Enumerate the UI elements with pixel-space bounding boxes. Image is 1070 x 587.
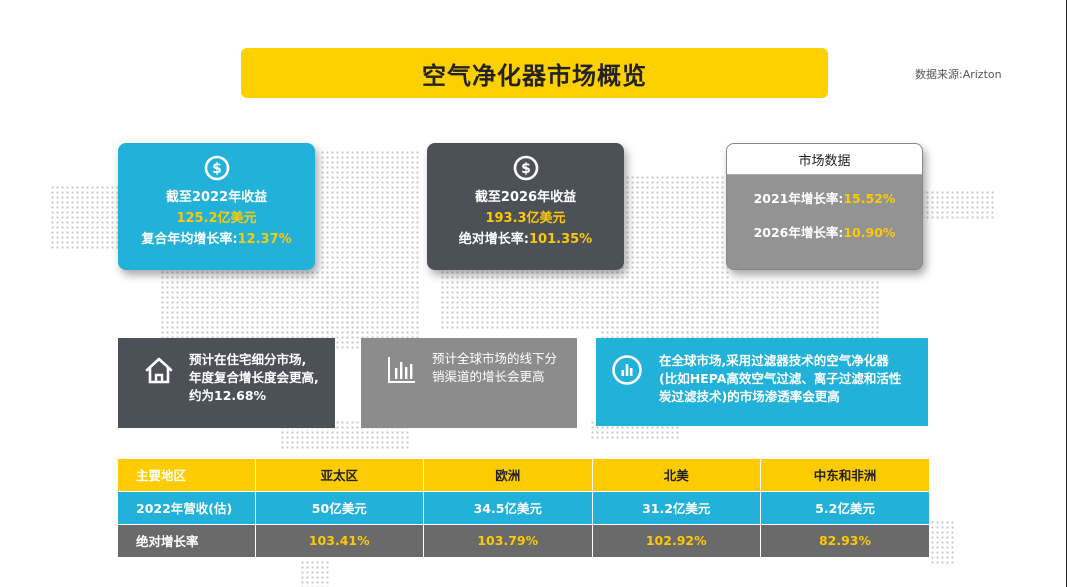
data-source: 数据来源:Arizton (915, 68, 1002, 81)
table-cell: 82.93% (760, 523, 929, 557)
svg-text:$: $ (521, 161, 531, 177)
table-cell: 2022年营收(估) (118, 490, 255, 524)
revenue-2022-label: 截至2022年收益 (165, 190, 268, 205)
absolute-growth-label: 绝对增长率: (458, 232, 529, 247)
growth-2026-row: 2026年增长率:10.90% (727, 223, 922, 243)
revenue-2022-value: 125.2亿美元 (176, 211, 257, 226)
table-cell: 34.5亿美元 (423, 490, 592, 524)
svg-text:$: $ (212, 161, 222, 177)
page-title: 空气净化器市场概览 (422, 61, 647, 90)
table-header-row: 主要地区 亚太区 欧洲 北美 中东和非洲 (118, 459, 929, 491)
insight-filter-tech: 在全球市场,采用过滤器技术的空气净化器 (比如HEPA高效空气过滤、离子过滤和活… (596, 338, 928, 426)
table-row-revenue: 2022年营收(估) 50亿美元 34.5亿美元 31.2亿美元 5.2亿美元 (118, 490, 929, 524)
market-data-title: 市场数据 (727, 144, 922, 175)
revenue-2026-card: $ 截至2026年收益 193.3亿美元 绝对增长率:101.35% (427, 143, 624, 270)
table-cell: 50亿美元 (254, 490, 424, 524)
growth-2026-label: 2026年增长率: (753, 225, 844, 240)
growth-2026-value: 10.90% (843, 225, 896, 240)
table-header-cell: 亚太区 (254, 459, 424, 491)
dollar-circle-icon: $ (513, 155, 539, 181)
insight-residential-text: 预计在住宅细分市场, 年度复合增长度会更高, 约为12.68% (189, 352, 319, 403)
table-cell: 103.41% (254, 523, 424, 557)
table-header-cell: 北美 (591, 459, 761, 491)
growth-2021-value: 15.52% (843, 191, 896, 206)
table-cell: 5.2亿美元 (760, 490, 929, 524)
revenue-2022-card: $ 截至2022年收益 125.2亿美元 复合年均增长率:12.37% (118, 143, 315, 270)
dollar-circle-icon: $ (204, 155, 230, 181)
insight-offline-text: 预计全球市场的线下分 销渠道的增长会更高 (432, 351, 558, 384)
growth-2021-row: 2021年增长率:15.52% (727, 189, 922, 209)
right-edge-line (1066, 0, 1067, 587)
table-row-growth: 绝对增长率 103.41% 103.79% 102.92% 82.93% (118, 523, 929, 557)
bar-chart-icon (386, 354, 418, 386)
market-data-card: 市场数据 2021年增长率:15.52% 2026年增长率:10.90% (726, 143, 923, 270)
table-cell: 31.2亿美元 (591, 490, 761, 524)
cagr-value: 12.37% (237, 232, 292, 247)
insight-residential: 预计在住宅细分市场, 年度复合增长度会更高, 约为12.68% (118, 338, 335, 428)
growth-2021-label: 2021年增长率: (753, 191, 844, 206)
circle-chart-icon (611, 354, 643, 386)
table-cell: 102.92% (591, 523, 761, 557)
absolute-growth-value: 101.35% (529, 232, 593, 247)
revenue-2026-value: 193.3亿美元 (485, 211, 566, 226)
table-header-cell: 主要地区 (118, 459, 255, 491)
insight-offline-channel: 预计全球市场的线下分 销渠道的增长会更高 (361, 338, 577, 428)
cagr-label: 复合年均增长率: (141, 232, 238, 247)
table-cell: 绝对增长率 (118, 523, 255, 557)
insight-filter-text: 在全球市场,采用过滤器技术的空气净化器 (比如HEPA高效空气过滤、离子过滤和活… (659, 353, 902, 404)
title-banner: 空气净化器市场概览 (241, 48, 828, 98)
table-header-cell: 中东和非洲 (760, 459, 929, 491)
home-icon (143, 355, 175, 387)
regions-table: 主要地区 亚太区 欧洲 北美 中东和非洲 2022年营收(估) 50亿美元 34… (118, 459, 929, 557)
table-header-cell: 欧洲 (423, 459, 592, 491)
table-cell: 103.79% (423, 523, 592, 557)
revenue-2026-label: 截至2026年收益 (474, 190, 577, 205)
